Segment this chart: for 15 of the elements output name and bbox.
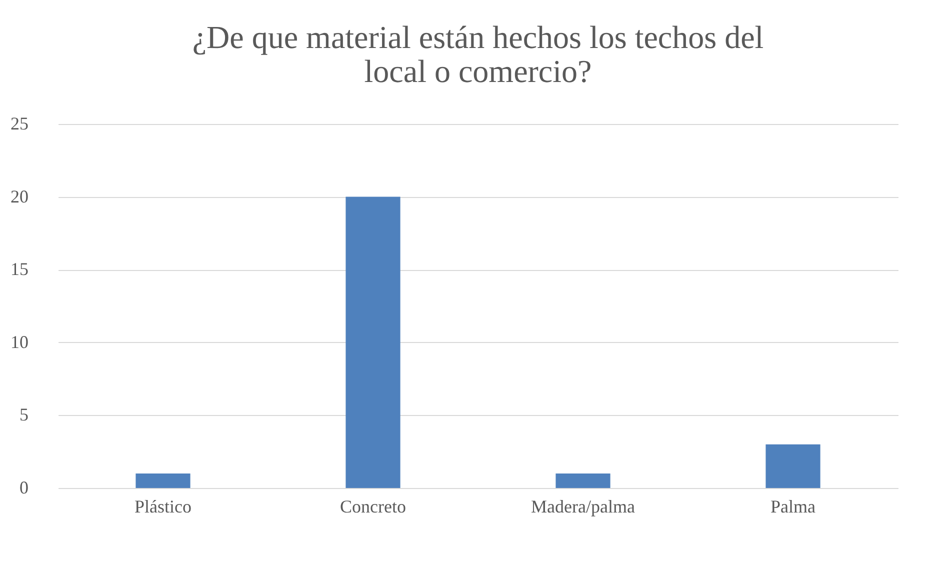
x-tick-label: Concreto — [340, 496, 406, 516]
y-tick-label: 15 — [10, 259, 28, 280]
y-tick-label: 20 — [10, 186, 28, 206]
y-tick-label: 10 — [10, 332, 28, 352]
chart-title: ¿De que material están hechos los techos del local o comercio? — [192, 19, 764, 89]
bar — [556, 473, 610, 488]
y-tick-label: 25 — [10, 114, 28, 134]
x-tick-label: Plástico — [134, 496, 192, 516]
bar — [136, 473, 190, 488]
x-tick-label: Madera/palma — [531, 496, 635, 516]
x-tick-label: Palma — [770, 496, 816, 516]
y-tick-label: 5 — [20, 404, 28, 425]
bar — [766, 444, 820, 488]
bar — [346, 196, 400, 488]
y-tick-label: 0 — [20, 478, 28, 498]
